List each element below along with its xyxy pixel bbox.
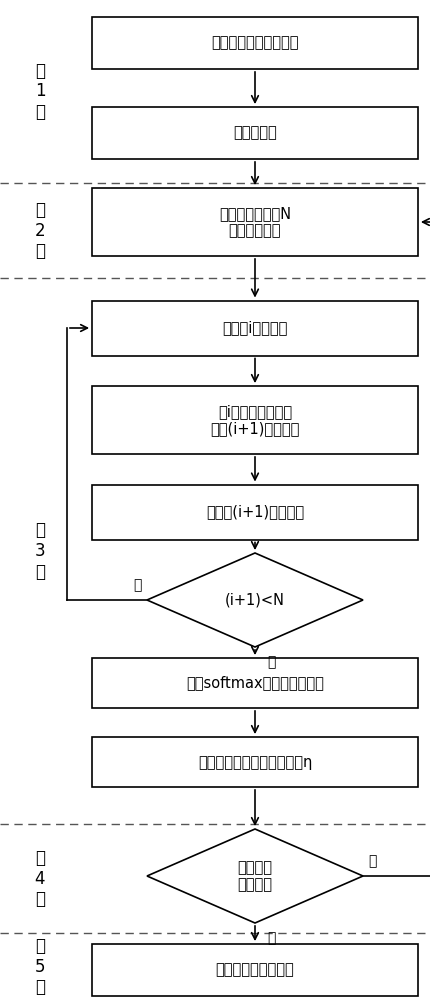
FancyBboxPatch shape <box>92 737 417 787</box>
Text: 第
5
步: 第 5 步 <box>35 937 45 996</box>
Text: 设定隐含层个数N
设定网络参数: 设定隐含层个数N 设定网络参数 <box>218 206 290 238</box>
Text: 第
2
步: 第 2 步 <box>34 201 45 260</box>
FancyBboxPatch shape <box>92 17 417 69</box>
Text: 否: 否 <box>133 578 141 592</box>
Text: 是否满足
精度要求: 是否满足 精度要求 <box>237 860 272 892</box>
FancyBboxPatch shape <box>92 944 417 996</box>
Text: 训练softmax，微调整个网络: 训练softmax，微调整个网络 <box>186 676 323 690</box>
Text: 将i个自编码的输出
作为(i+1)个的输入: 将i个自编码的输出 作为(i+1)个的输入 <box>210 404 299 436</box>
Text: 数据预处理: 数据预处理 <box>233 125 276 140</box>
FancyBboxPatch shape <box>92 107 417 159</box>
Polygon shape <box>147 553 362 647</box>
FancyBboxPatch shape <box>92 386 417 454</box>
Text: 是: 是 <box>266 655 275 669</box>
Text: 第
4
步: 第 4 步 <box>35 849 45 908</box>
FancyBboxPatch shape <box>92 188 417 256</box>
Text: (i+1)<N: (i+1)<N <box>224 592 284 607</box>
Text: 第
1
步: 第 1 步 <box>34 62 45 121</box>
Text: 训练第(i+1)个自编码: 训练第(i+1)个自编码 <box>206 504 303 520</box>
Text: 输出网络，故障诊断: 输出网络，故障诊断 <box>215 962 294 978</box>
Text: 否: 否 <box>367 854 375 868</box>
FancyBboxPatch shape <box>92 658 417 708</box>
Text: 是: 是 <box>266 931 275 945</box>
Polygon shape <box>147 829 362 923</box>
Text: 第
3
步: 第 3 步 <box>34 521 45 581</box>
Text: 训练第i个自编码: 训练第i个自编码 <box>222 320 287 336</box>
Text: 完成训练，测试得到正确率η: 完成训练，测试得到正确率η <box>197 754 311 770</box>
FancyBboxPatch shape <box>92 300 417 356</box>
FancyBboxPatch shape <box>92 485 417 540</box>
Text: 获取电机信号，做标签: 获取电机信号，做标签 <box>211 35 298 50</box>
